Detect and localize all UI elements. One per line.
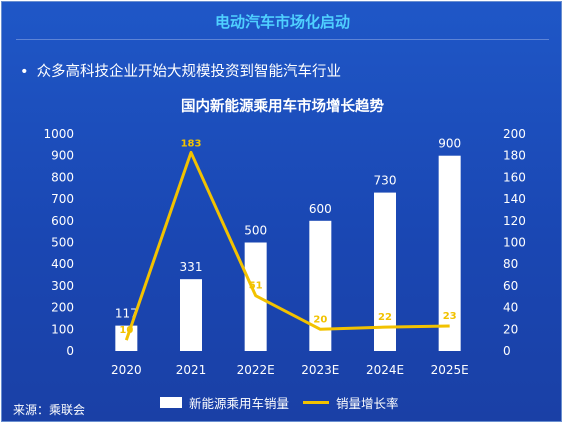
bar-series — [115, 155, 461, 351]
bullet-marker: • — [20, 64, 29, 80]
growth-line — [124, 150, 450, 341]
right-axis-tick-label: 200 — [503, 127, 526, 141]
legend-line-swatch — [303, 400, 330, 404]
bar-value-label: 730 — [374, 174, 397, 188]
chart-title: 国内新能源乘用车市场增长趋势 — [181, 99, 384, 115]
bar — [438, 155, 461, 351]
category-label: 2020 — [111, 363, 142, 377]
left-axis-tick-label: 0 — [66, 344, 74, 358]
legend-label-growth: 销量增长率 — [336, 395, 399, 411]
right-axis-tick-label: 80 — [503, 257, 518, 271]
category-label: 2023E — [301, 363, 339, 377]
category-label: 2024E — [366, 363, 404, 377]
right-axis-tick-label: 120 — [503, 214, 526, 228]
chart-legend: 新能源乘用车销量 销量增长率 — [160, 393, 399, 411]
slide-title: 电动汽车市场化启动 — [214, 13, 350, 31]
category-label: 2021 — [176, 363, 207, 377]
legend-item-growth: 销量增长率 — [303, 393, 399, 412]
left-axis-tick-label: 100 — [51, 322, 74, 336]
right-axis-tick-label: 60 — [503, 279, 518, 293]
right-axis-tick-label: 20 — [503, 322, 518, 336]
category-label: 2025E — [431, 363, 469, 377]
left-axis: 0 100 200 300 400 500 600 700 800 900 1000 — [43, 127, 74, 358]
line-value-label: 23 — [443, 311, 457, 322]
legend-label-sales: 新能源乘用车销量 — [189, 395, 290, 411]
left-axis-tick-label: 400 — [51, 257, 74, 271]
line-value-labels: 10 183 51 20 22 23 — [119, 138, 456, 336]
title-divider — [16, 39, 549, 40]
bar — [374, 192, 396, 351]
left-axis-tick-label: 500 — [51, 236, 74, 250]
left-axis-tick-label: 1000 — [43, 127, 74, 141]
left-axis-tick-label: 800 — [51, 170, 74, 184]
right-axis-tick-label: 100 — [503, 236, 526, 250]
bar-value-label: 600 — [309, 202, 332, 216]
right-axis-tick-label: 40 — [503, 301, 518, 315]
line-value-label: 20 — [313, 314, 327, 325]
bar-value-labels: 117 331 500 600 730 900 — [115, 137, 461, 321]
legend-item-sales: 新能源乘用车销量 — [160, 393, 289, 412]
right-axis-tick-label: 0 — [503, 344, 511, 358]
bar-value-label: 500 — [244, 224, 267, 238]
left-axis-tick-label: 600 — [51, 214, 74, 228]
category-label: 2022E — [237, 363, 275, 377]
bar-value-label: 331 — [180, 260, 203, 274]
right-axis-tick-label: 160 — [503, 170, 526, 184]
bar — [309, 220, 332, 351]
line-value-label: 51 — [249, 281, 263, 292]
source-note: 来源：乘联会 — [13, 403, 86, 417]
bullet-point: • 众多高科技企业开始大规模投资到智能汽车行业 — [20, 60, 341, 81]
left-axis-tick-label: 900 — [51, 149, 74, 163]
right-axis: 0 20 40 60 80 100 120 140 160 180 200 — [503, 127, 526, 358]
left-axis-tick-label: 700 — [51, 192, 74, 206]
left-axis-tick-label: 200 — [51, 301, 74, 315]
chart-canvas: 0 100 200 300 400 500 600 700 800 900 1000 0 20 40 60… — [43, 127, 526, 377]
left-axis-tick-label: 300 — [51, 279, 74, 293]
legend-bar-swatch — [160, 396, 182, 408]
bar-value-label: 900 — [438, 137, 461, 151]
x-axis: 2020 2021 2022E 2023E 2024E 2025E — [111, 363, 469, 377]
line-value-label: 183 — [181, 138, 202, 149]
bar — [180, 279, 202, 351]
right-axis-tick-label: 140 — [503, 192, 526, 206]
right-axis-tick-label: 180 — [503, 149, 526, 163]
line-value-label: 22 — [378, 312, 392, 323]
line-series — [124, 150, 450, 341]
line-value-label: 10 — [119, 325, 133, 336]
bullet-text: 众多高科技企业开始大规模投资到智能汽车行业 — [36, 64, 342, 80]
bar-value-label: 117 — [115, 307, 138, 321]
